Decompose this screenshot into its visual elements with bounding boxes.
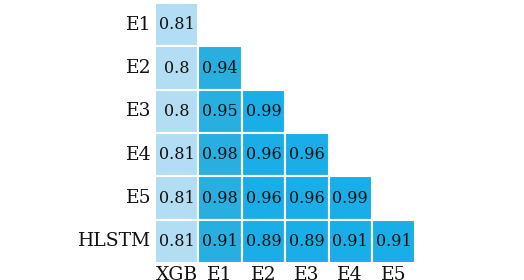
Bar	[199, 220, 242, 263]
Bar	[155, 46, 199, 90]
Text: E2: E2	[126, 59, 151, 77]
Text: 0.95: 0.95	[202, 103, 238, 120]
Text: 0.98: 0.98	[202, 146, 238, 163]
Text: 0.81: 0.81	[159, 190, 195, 207]
Bar	[285, 133, 329, 176]
Bar	[199, 176, 242, 220]
Bar	[155, 3, 199, 46]
Text: 0.99: 0.99	[246, 103, 281, 120]
Text: XGB: XGB	[156, 266, 198, 280]
Text: 0.89: 0.89	[289, 233, 325, 250]
Bar	[329, 176, 372, 220]
Text: E3: E3	[126, 102, 151, 120]
Text: 0.8: 0.8	[164, 60, 190, 76]
Text: 0.81: 0.81	[159, 146, 195, 163]
Text: 0.96: 0.96	[289, 190, 325, 207]
Bar	[242, 176, 285, 220]
Text: 0.98: 0.98	[202, 190, 238, 207]
Text: E4: E4	[126, 146, 151, 164]
Bar	[199, 133, 242, 176]
Text: 0.99: 0.99	[332, 190, 368, 207]
Text: E1: E1	[208, 266, 233, 280]
Text: E4: E4	[337, 266, 363, 280]
Text: 0.81: 0.81	[159, 233, 195, 250]
Text: E5: E5	[381, 266, 407, 280]
Bar	[199, 90, 242, 133]
Text: 0.96: 0.96	[289, 146, 325, 163]
Bar	[155, 90, 199, 133]
Bar	[285, 176, 329, 220]
Bar	[242, 133, 285, 176]
Text: 0.91: 0.91	[202, 233, 238, 250]
Text: E3: E3	[294, 266, 320, 280]
Text: 0.94: 0.94	[202, 60, 238, 76]
Text: E5: E5	[126, 189, 151, 207]
Bar	[372, 220, 415, 263]
Text: 0.8: 0.8	[164, 103, 190, 120]
Text: 0.89: 0.89	[246, 233, 281, 250]
Text: 0.96: 0.96	[246, 190, 281, 207]
Bar	[155, 220, 199, 263]
Text: E1: E1	[126, 16, 151, 34]
Bar	[329, 220, 372, 263]
Text: 0.91: 0.91	[332, 233, 368, 250]
Bar	[242, 220, 285, 263]
Text: E2: E2	[250, 266, 276, 280]
Bar	[285, 220, 329, 263]
Bar	[199, 46, 242, 90]
Text: 0.81: 0.81	[159, 16, 195, 33]
Text: 0.91: 0.91	[376, 233, 411, 250]
Text: HLSTM: HLSTM	[79, 232, 151, 251]
Bar	[155, 133, 199, 176]
Bar	[242, 90, 285, 133]
Bar	[155, 176, 199, 220]
Text: 0.96: 0.96	[246, 146, 281, 163]
